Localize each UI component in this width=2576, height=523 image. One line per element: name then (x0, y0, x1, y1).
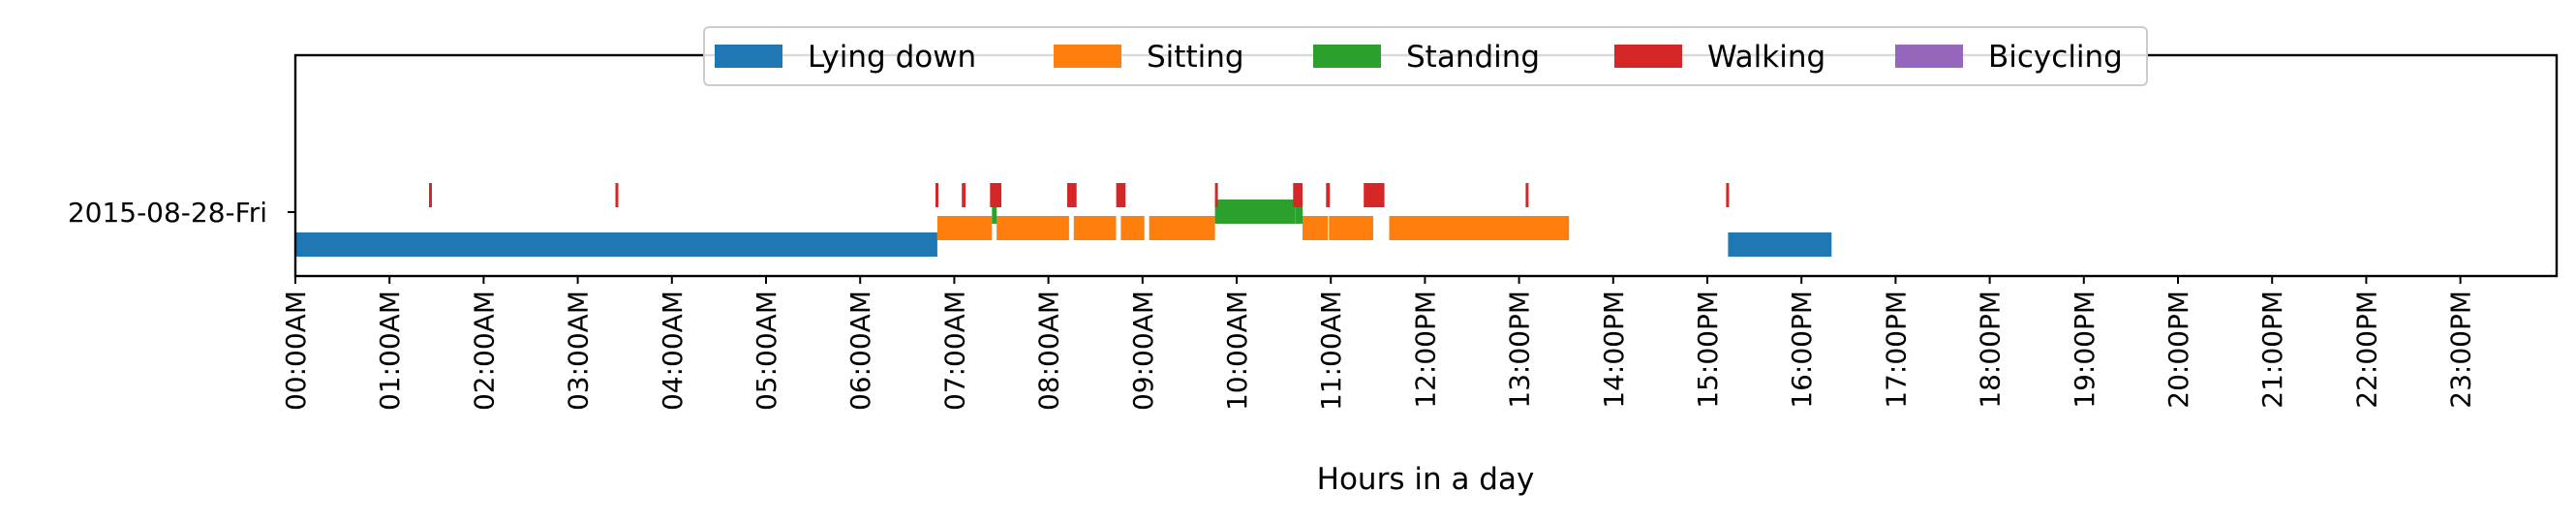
bar-sitting (936, 216, 993, 240)
bar-walking (1214, 183, 1218, 207)
x-tick-label: 00:00AM (280, 291, 312, 411)
bar-sitting (1149, 216, 1215, 240)
legend-label: Walking (1707, 40, 1825, 75)
bar-walking (1364, 183, 1385, 207)
x-tick-label: 12:00PM (1409, 291, 1441, 409)
x-tick-label: 03:00AM (563, 291, 595, 411)
legend-swatch (1614, 45, 1682, 68)
bar-walking (1525, 183, 1529, 207)
y-axis: 2015-08-28-Fri (68, 197, 295, 229)
x-tick-label: 14:00PM (1598, 291, 1630, 409)
x-tick-label: 20:00PM (2162, 291, 2194, 409)
x-tick-label: 21:00PM (2256, 291, 2288, 409)
x-tick-label: 18:00PM (1975, 291, 2007, 409)
x-tick-label: 04:00AM (657, 291, 689, 411)
legend-swatch (715, 45, 782, 68)
x-tick-label: 01:00AM (374, 291, 406, 411)
legend-entries: Lying down Sitting Standing Walking Bicyclin… (715, 40, 2123, 75)
x-tick-label: 02:00AM (468, 291, 500, 411)
legend-swatch (1895, 45, 1963, 68)
bar-sitting (1329, 216, 1373, 240)
bar-walking (962, 183, 966, 207)
bar-sitting (1303, 216, 1329, 240)
legend-swatch (1313, 45, 1381, 68)
bar-standing (1295, 200, 1303, 224)
bar-walking (429, 183, 432, 207)
x-tick-label: 22:00PM (2350, 291, 2382, 409)
x-axis: 00:00AM 01:00AM 02:00AM 03:00AM 04:00AM 05:00… (280, 276, 2477, 411)
bar-walking (1293, 183, 1303, 207)
bar-sitting (1389, 216, 1570, 240)
x-tick-label: 13:00PM (1504, 291, 1536, 409)
bar-lying-down (1728, 232, 1832, 257)
bar-lying-down (295, 232, 937, 257)
bar-walking (990, 183, 1001, 207)
x-tick-label: 10:00AM (1221, 291, 1253, 411)
plot-marks (295, 183, 1832, 257)
bar-walking (935, 183, 938, 207)
x-tick-label: 11:00AM (1315, 291, 1347, 411)
legend: Lying down Sitting Standing Walking Bicyclin… (703, 26, 2148, 86)
bar-standing (992, 200, 997, 224)
x-tick-label: 07:00AM (938, 291, 970, 411)
x-tick-label: 23:00PM (2445, 291, 2477, 409)
bar-standing (1214, 200, 1296, 224)
x-axis-label: Hours in a day (1317, 462, 1535, 497)
legend-label: Sitting (1147, 40, 1244, 75)
bar-sitting (1073, 216, 1117, 240)
legend-label: Standing (1406, 40, 1540, 75)
y-tick-label: 2015-08-28-Fri (68, 197, 267, 229)
bar-walking (1726, 183, 1730, 207)
x-tick-label: 09:00AM (1127, 291, 1159, 411)
x-tick-label: 08:00AM (1033, 291, 1065, 411)
bar-walking (1067, 183, 1077, 207)
x-tick-label: 15:00PM (1692, 291, 1724, 409)
bar-sitting (1120, 216, 1145, 240)
legend-box (703, 26, 2148, 86)
x-tick-label: 19:00PM (2069, 291, 2101, 409)
x-tick-label: 06:00AM (844, 291, 876, 411)
bar-sitting (997, 216, 1069, 240)
x-tick-label: 16:00PM (1786, 291, 1818, 409)
bar-walking (615, 183, 619, 207)
legend-label: Lying down (808, 40, 976, 75)
legend-label: Bicycling (1988, 40, 2123, 75)
x-tick-label: 05:00AM (751, 291, 782, 411)
bar-walking (1326, 183, 1331, 207)
bar-walking (1116, 183, 1126, 207)
x-tick-label: 17:00PM (1880, 291, 1912, 409)
legend-swatch (1054, 45, 1121, 68)
